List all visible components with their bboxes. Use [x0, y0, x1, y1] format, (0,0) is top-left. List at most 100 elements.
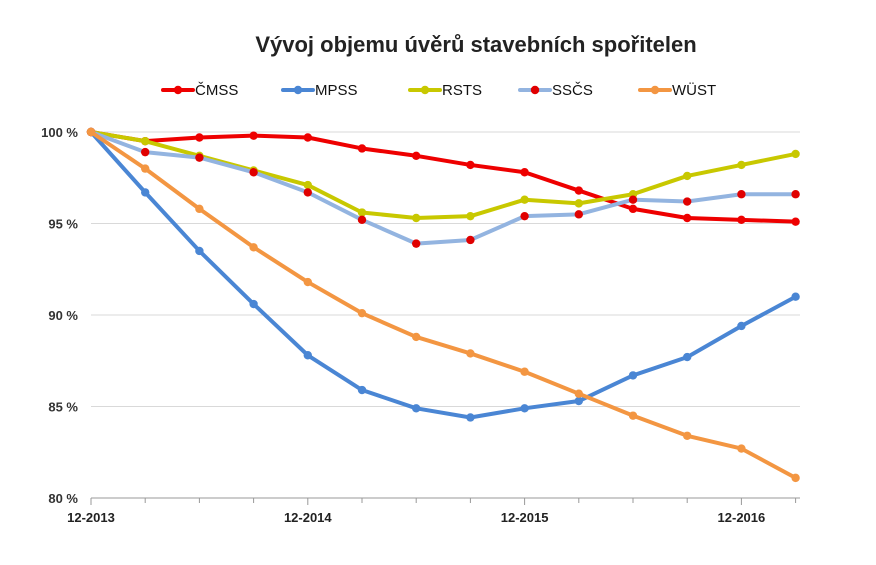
data-point — [574, 389, 583, 398]
series-WÜST — [86, 127, 800, 483]
legend-item: ČMSS — [161, 82, 238, 99]
data-point — [412, 213, 421, 223]
legend-swatch-marker — [530, 85, 540, 95]
legend-item: WÜST — [638, 81, 716, 99]
data-point — [249, 168, 258, 177]
legend-label: RSTS — [442, 82, 482, 99]
data-point — [303, 180, 312, 190]
data-point — [466, 235, 475, 245]
data-point — [412, 239, 421, 248]
data-point — [628, 371, 638, 380]
data-point — [141, 147, 150, 157]
series-layer — [86, 127, 800, 483]
data-point — [249, 131, 258, 140]
data-point — [466, 211, 475, 221]
data-point — [737, 444, 746, 453]
data-point — [737, 190, 746, 199]
data-point — [141, 136, 150, 146]
data-point — [195, 246, 204, 256]
data-point — [683, 171, 692, 181]
data-point — [520, 168, 529, 177]
data-point — [791, 292, 800, 301]
chart-legend: ČMSS MPSS RSTS SSČS WÜST — [161, 81, 716, 99]
data-point — [412, 404, 421, 413]
data-point — [303, 277, 312, 287]
data-point — [683, 213, 692, 223]
data-point — [303, 351, 312, 360]
data-point — [195, 153, 204, 162]
data-point — [574, 199, 583, 208]
legend-swatch-marker — [650, 85, 660, 95]
legend-swatch-marker — [420, 85, 430, 95]
legend-label: MPSS — [315, 82, 358, 99]
y-tick-label: 90 % — [48, 308, 78, 323]
data-point — [195, 133, 204, 142]
y-tick-label: 85 % — [48, 400, 78, 415]
series-line — [89, 130, 798, 420]
data-point — [412, 151, 421, 160]
data-point — [520, 367, 529, 376]
data-point — [86, 127, 96, 137]
data-point — [683, 431, 692, 440]
data-point — [141, 188, 150, 197]
data-point — [357, 215, 367, 225]
data-point — [791, 149, 800, 159]
data-point — [574, 396, 583, 406]
data-point — [357, 144, 367, 153]
legend-label: ČMSS — [195, 82, 238, 99]
data-point — [520, 404, 529, 413]
data-point — [683, 352, 692, 362]
data-point — [249, 299, 258, 309]
x-tick-label: 12-2016 — [718, 510, 766, 525]
data-point — [466, 413, 475, 422]
x-axis: 12-2013 12-2014 12-2015 12-2016 — [67, 497, 800, 525]
data-point — [357, 308, 367, 318]
data-point — [791, 217, 800, 226]
y-tick-label: 80 % — [48, 491, 78, 506]
legend-swatch-marker — [293, 85, 303, 95]
data-point — [574, 210, 583, 219]
series-line — [89, 130, 798, 224]
gridlines — [91, 131, 800, 407]
data-point — [628, 204, 638, 214]
legend-item: RSTS — [408, 82, 482, 99]
data-point — [466, 160, 475, 170]
legend-item: MPSS — [281, 82, 358, 99]
y-axis: 80 % 85 % 90 % 95 % 100 % — [41, 125, 78, 506]
data-point — [628, 411, 638, 420]
series-ČMSS — [86, 127, 800, 226]
data-point — [737, 215, 746, 225]
series-MPSS — [86, 127, 800, 422]
data-point — [357, 208, 367, 217]
legend-label: SSČS — [552, 82, 593, 99]
data-point — [737, 321, 746, 331]
data-point — [249, 243, 258, 252]
series-SSČS — [86, 127, 800, 248]
data-point — [357, 385, 367, 395]
data-point — [520, 211, 529, 221]
data-point — [628, 195, 638, 204]
x-tick-label: 12-2014 — [284, 510, 332, 525]
data-point — [683, 197, 692, 206]
data-point — [466, 349, 475, 358]
data-point — [574, 186, 583, 195]
y-tick-label: 95 % — [48, 217, 78, 232]
legend-swatch-marker — [173, 85, 183, 95]
x-tick-label: 12-2013 — [67, 510, 115, 525]
x-tick-label: 12-2015 — [501, 510, 549, 525]
data-point — [412, 332, 421, 342]
data-point — [141, 164, 150, 173]
y-tick-label: 100 % — [41, 125, 78, 140]
data-point — [520, 195, 529, 204]
data-point — [303, 188, 312, 197]
data-point — [737, 160, 746, 170]
legend-item: SSČS — [518, 82, 593, 99]
data-point — [303, 133, 312, 142]
data-point — [791, 190, 800, 199]
data-point — [791, 473, 800, 483]
legend-label: WÜST — [672, 81, 716, 99]
series-line — [89, 130, 798, 246]
series-line — [89, 130, 798, 480]
